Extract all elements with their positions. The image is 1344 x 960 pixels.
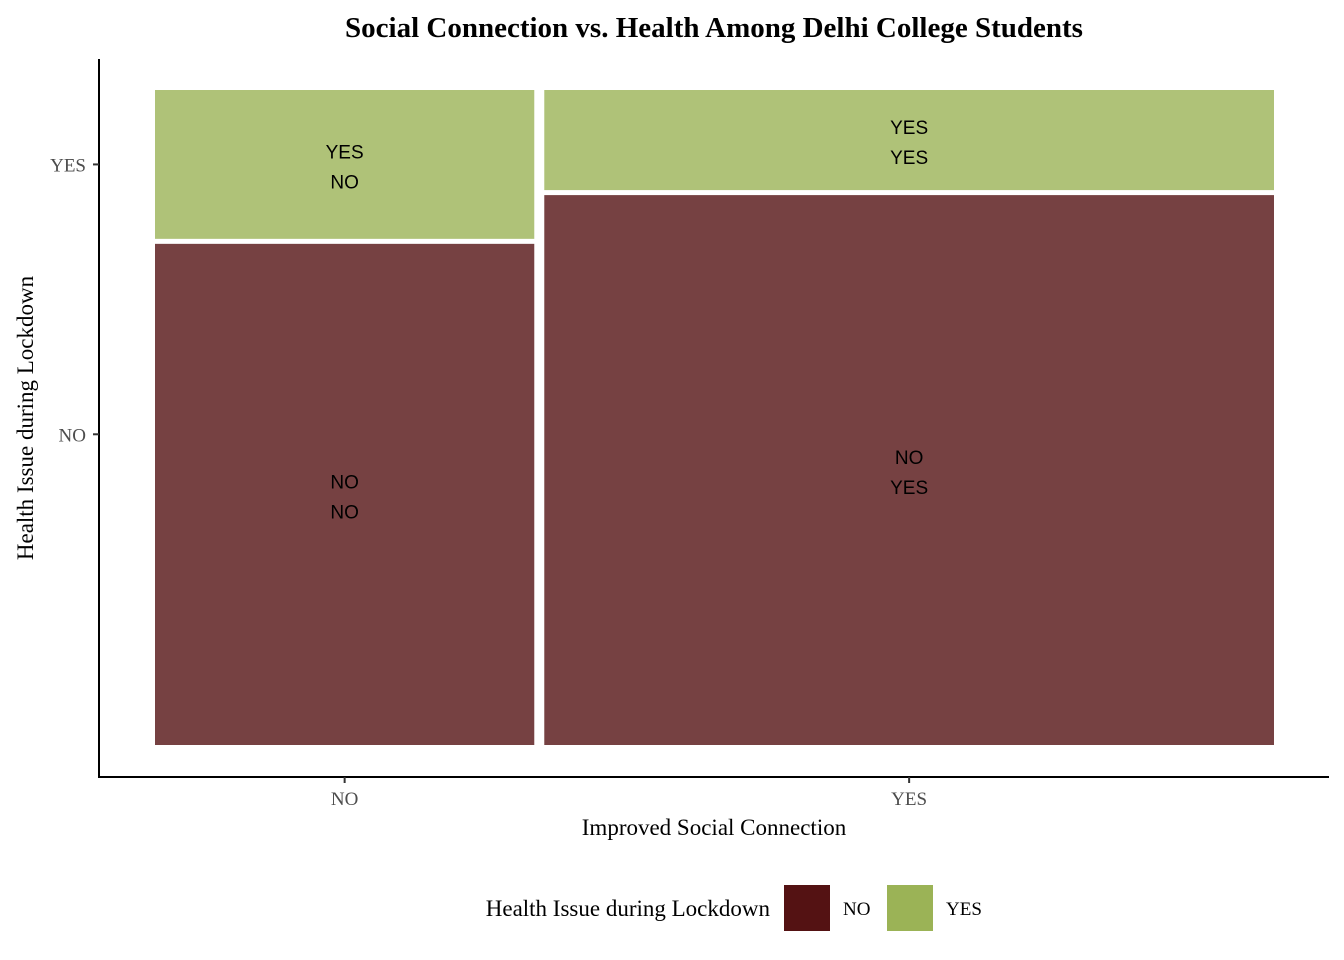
legend-key-yes — [887, 885, 933, 931]
x-axis-ticks: NO YES — [331, 777, 927, 810]
y-tick-label: NO — [59, 425, 86, 446]
cell-label-bottom: NO — [330, 502, 359, 523]
y-tick-label: YES — [50, 155, 86, 176]
cell-label-top: YES — [890, 118, 928, 139]
mosaic-cell-no-no — [155, 243, 535, 745]
legend-label-yes: YES — [946, 899, 982, 920]
cell-label-bottom: YES — [890, 478, 928, 499]
legend: Health Issue during Lockdown NO YES — [486, 885, 982, 931]
legend-label-no: NO — [843, 899, 870, 920]
cell-label-top: YES — [326, 142, 364, 163]
legend-key-no — [784, 885, 830, 931]
x-tick-label: YES — [891, 789, 927, 810]
legend-title: Health Issue during Lockdown — [486, 896, 771, 921]
mosaic-cell-yes-no — [544, 195, 1274, 746]
cell-label-top: NO — [330, 472, 359, 493]
cell-label-bottom: NO — [330, 172, 359, 193]
mosaic-cell-yes-yes — [544, 90, 1274, 191]
y-axis-title: Health Issue during Lockdown — [13, 275, 38, 560]
x-axis-title: Improved Social Connection — [582, 815, 847, 840]
chart-title: Social Connection vs. Health Among Delhi… — [345, 12, 1083, 44]
plot-panel: NO NO YES NO NO YES YES YES — [155, 90, 1274, 746]
x-tick-label: NO — [331, 789, 358, 810]
cell-label-bottom: YES — [890, 148, 928, 169]
y-axis-ticks: NO YES — [50, 155, 99, 446]
cell-label-top: NO — [895, 448, 924, 469]
mosaic-cell-no-yes — [155, 90, 535, 239]
